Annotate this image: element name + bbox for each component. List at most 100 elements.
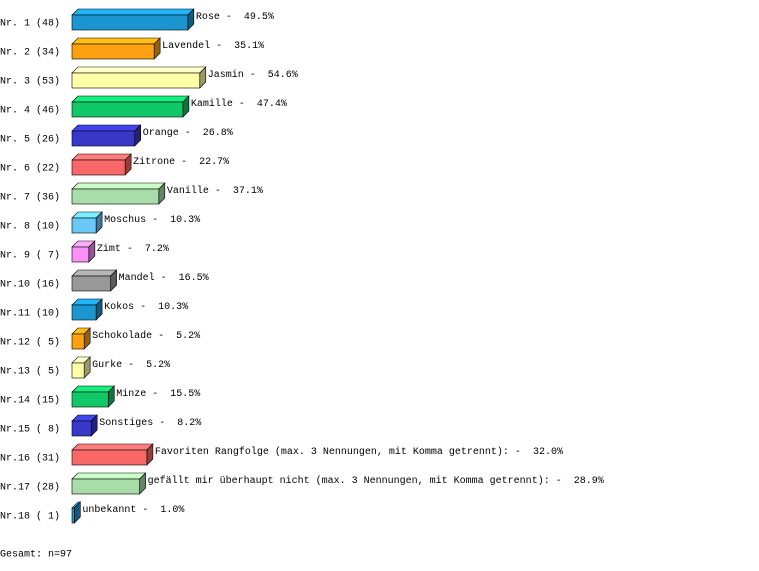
bar-top [71,472,147,480]
value-label: 28.9% [574,476,604,487]
category-label: Nr. 3 (53) [0,76,60,88]
bar [71,188,160,205]
bar-label: Vanille - 37.1% [167,185,263,197]
category-label: Nr. 7 (36) [0,192,60,204]
bar-label: Sonstiges - 8.2% [99,417,201,429]
value-label: 32.0% [533,447,563,458]
bar [71,159,126,176]
category-label: Nr. 6 (22) [0,163,60,175]
bar-top [71,443,154,451]
category-label: Nr.10 (16) [0,279,60,291]
bar-label: Kokos - 10.3% [104,301,188,313]
value-label: 16.5% [179,273,209,284]
bar-label: Mandel - 16.5% [119,272,209,284]
bar [71,507,75,524]
category-label: Nr.13 ( 5) [0,366,60,378]
category-label: Nr. 9 ( 7) [0,250,60,262]
bar-top [71,8,195,16]
bar-label: Favoriten Rangfolge (max. 3 Nennungen, m… [155,446,563,458]
value-label: 47.4% [257,99,287,110]
category-label: Nr. 4 (46) [0,105,60,117]
bar [71,43,155,60]
footer: Gesamt: n=97 [0,550,72,561]
bar-name: Lavendel - [162,40,222,52]
bar-name: gefällt mir überhaupt nicht (max. 3 Nenn… [148,475,562,487]
bar-name: Vanille - [167,185,221,197]
bar-name: Jasmin - [208,69,256,81]
value-label: 7.2% [145,244,169,255]
bar [71,217,97,234]
bar-name: Kokos - [104,301,146,313]
bar-name: Sonstiges - [99,417,165,429]
value-label: 49.5% [244,12,274,23]
bar-name: Zimt - [97,243,133,255]
category-label: Nr.16 (31) [0,453,60,465]
bar [71,449,148,466]
bar-top [71,37,161,45]
bar-name: Moschus - [104,214,158,226]
value-label: 15.5% [170,389,200,400]
bar-top [71,124,142,132]
category-label: Nr. 1 (48) [0,18,60,30]
value-label: 8.2% [177,418,201,429]
bar-name: Zitrone - [133,156,187,168]
value-label: 10.3% [170,215,200,226]
bar-label: gefällt mir überhaupt nicht (max. 3 Nenn… [148,475,604,487]
bar-label: Schokolade - 5.2% [92,330,200,342]
bar [71,304,97,321]
value-label: 5.2% [146,360,170,371]
category-label: Nr.15 ( 8) [0,424,60,436]
bar [71,478,140,495]
category-label: Nr.14 (15) [0,395,60,407]
category-label: Nr.18 ( 1) [0,511,60,523]
bar-top [71,153,132,161]
bar-label: unbekannt - 1.0% [82,504,184,516]
bar-name: Mandel - [119,272,167,284]
bar [71,391,109,408]
category-label: Nr.12 ( 5) [0,337,60,349]
category-label: Nr.17 (28) [0,482,60,494]
bar-label: Minze - 15.5% [116,388,200,400]
bar-name: Orange - [143,128,191,139]
bar-name: Gurke - [92,359,134,371]
bar-name: Schokolade - [92,330,164,342]
bar [71,14,189,31]
bar [71,420,92,437]
value-label: 5.2% [176,331,200,342]
category-label: Nr. 8 (10) [0,221,60,233]
bar-label: Zitrone - 22.7% [133,156,229,168]
bar [71,101,184,118]
bar-name: Kamille - [191,98,245,110]
bar-label: Jasmin - 54.6% [208,69,298,81]
bar-top [71,385,115,393]
bar-top [71,66,207,74]
value-label: 37.1% [233,186,263,197]
bar-name: Favoriten Rangfolge (max. 3 Nennungen, m… [155,446,521,458]
bar [71,72,201,89]
bar [71,130,136,147]
bar-label: Orange - 26.8% [143,128,233,139]
bar [71,275,111,292]
bar-name: unbekannt - [82,504,148,516]
value-label: 1.0% [160,505,184,516]
value-label: 35.1% [234,41,264,52]
bar [71,362,85,379]
value-label: 26.8% [203,128,233,139]
bar-label: Kamille - 47.4% [191,98,287,110]
value-label: 22.7% [199,157,229,168]
bar-name: Rose - [196,12,232,23]
bar [71,246,90,263]
value-label: 10.3% [158,302,188,313]
bar-top [71,95,190,103]
category-label: Nr. 5 (26) [0,134,60,146]
bar-label: Rose - 49.5% [196,12,274,23]
category-label: Nr. 2 (34) [0,47,60,59]
bar-label: Moschus - 10.3% [104,214,200,226]
bar-top [71,182,166,190]
bar [71,333,85,350]
value-label: 54.6% [268,70,298,81]
bar-name: Minze - [116,388,158,400]
bar-label: Zimt - 7.2% [97,243,169,255]
bar-label: Gurke - 5.2% [92,359,170,371]
